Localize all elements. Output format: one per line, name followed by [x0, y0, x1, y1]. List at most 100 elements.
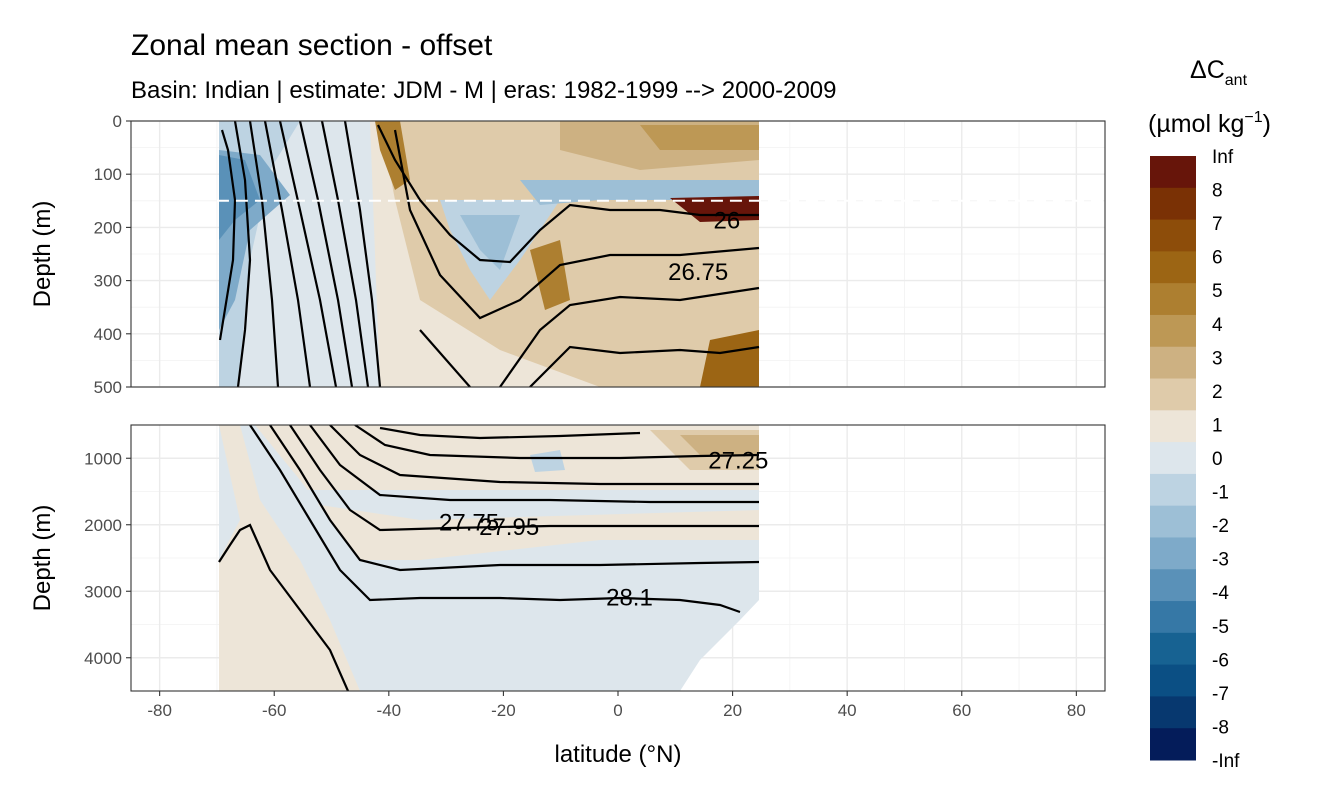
contour-label: 27.95: [479, 514, 539, 541]
upper-y-axis-title: Depth (m): [29, 201, 56, 308]
isopycnal-line: [419, 286, 760, 387]
y-tick-label: 0: [113, 112, 122, 131]
y-tick-label: 1000: [84, 449, 122, 468]
x-tick-label: -60: [262, 701, 287, 720]
contour-label: 27.75: [439, 509, 499, 536]
isopycnal-line: [393, 129, 760, 320]
lower-y-axis-title: Depth (m): [29, 505, 56, 612]
isopycnal-line: [278, 121, 338, 387]
colorbar-swatch: [1150, 346, 1196, 380]
legend-unit-pre: (µmol kg: [1148, 110, 1244, 138]
isopycnal-line: [320, 121, 370, 387]
colorbar-swatch: [1150, 473, 1196, 507]
colorbar-swatch: [1150, 664, 1196, 697]
isopycnal-line: [218, 523, 350, 691]
colorbar-label: -5: [1212, 617, 1229, 638]
colorbar-label: -6: [1212, 650, 1229, 671]
y-tick-label: 200: [94, 218, 122, 237]
colorbar-label: -1: [1212, 483, 1229, 504]
colorbar-legend: ΔCant (µmol kg−1) Inf 8 7 6 5 4 3 2 1 0 -1 -2 -3 -4 -5…: [1148, 56, 1271, 772]
colorbar-label: 4: [1212, 315, 1223, 336]
upper-panel-contours: [218, 121, 760, 387]
y-tick-label: 3000: [84, 582, 122, 601]
colorbar-swatch: [1150, 569, 1196, 602]
field-brown-ne-deep: [700, 330, 759, 387]
upper-panel-field: [219, 121, 759, 387]
upper-panel-border: [130, 120, 1106, 388]
y-tick-label: 500: [94, 378, 122, 397]
colorbar-label: 8: [1212, 181, 1223, 202]
colorbar-swatch: [1150, 537, 1196, 570]
isopycnal-line: [529, 345, 760, 387]
colorbar-label: -8: [1212, 717, 1229, 738]
isopycnal-line: [263, 121, 312, 387]
upper-y-axis: 0 100 200 300 400 500: [94, 112, 131, 397]
isopycnal-line: [377, 124, 759, 264]
legend-title: ΔCant: [1190, 56, 1248, 89]
lower-panel-contours: [218, 425, 760, 691]
colorbar-swatch: [1150, 219, 1196, 252]
field-tan-ne-core: [680, 435, 759, 455]
legend-unit: (µmol kg−1): [1148, 109, 1271, 138]
colorbar-swatch: [1150, 728, 1196, 761]
lower-y-axis: 1000 2000 3000 4000: [84, 449, 131, 668]
legend-title-main: ΔC: [1190, 56, 1225, 84]
contour-label: 26.75: [668, 259, 728, 286]
colorbar-swatch: [1150, 251, 1196, 284]
upper-panel: 26 26.75 0 100 200 300 400 500 Depth (m): [29, 112, 1106, 397]
field-blue-blob: [530, 450, 565, 472]
legend-unit-sup: −1: [1244, 109, 1262, 126]
x-tick-label: -80: [147, 701, 172, 720]
colorbar-swatch: [1150, 283, 1196, 316]
isopycnal-line: [248, 121, 280, 387]
y-tick-label: 4000: [84, 649, 122, 668]
y-tick-label: 400: [94, 325, 122, 344]
colorbar-swatch: [1150, 632, 1196, 666]
isopycnal-line: [329, 425, 759, 486]
isopycnal-line: [343, 121, 382, 387]
colorbar-swatch: [1150, 187, 1196, 221]
colorbar-label: 6: [1212, 248, 1223, 269]
x-axis-title: latitude (°N): [555, 741, 682, 768]
contour-label: 28.1: [606, 585, 653, 612]
isopycnal-line: [379, 426, 641, 440]
colorbar-swatch: [1150, 696, 1196, 729]
x-tick-label: 60: [952, 701, 971, 720]
colorbar-swatch: [1150, 505, 1196, 538]
colorbar-label: -Inf: [1212, 751, 1240, 772]
colorbar-swatch: [1150, 410, 1196, 443]
legend-title-sub: ant: [1225, 72, 1248, 89]
x-axis: -80 -60 -40 -20 0 20 40 60 80: [147, 691, 1086, 720]
isopycnal-line: [218, 129, 237, 341]
colorbar-label: 0: [1212, 449, 1223, 470]
x-tick-label: -40: [377, 701, 402, 720]
x-tick-label: 20: [723, 701, 742, 720]
colorbar-swatch: [1150, 156, 1196, 189]
colorbar-label: -7: [1212, 684, 1229, 705]
colorbar-label: 7: [1212, 214, 1223, 235]
chart-title: Zonal mean section - offset: [131, 29, 493, 62]
colorbar-label: 2: [1212, 382, 1223, 403]
y-tick-label: 100: [94, 165, 122, 184]
isopycnal-line: [309, 425, 759, 504]
x-tick-label: -20: [491, 701, 516, 720]
field-beige-wedge: [219, 425, 360, 691]
colorbar-swatch: [1150, 601, 1196, 634]
colorbar-label: -3: [1212, 550, 1229, 571]
legend-unit-post: ): [1263, 110, 1271, 138]
x-tick-label: 0: [613, 701, 622, 720]
field-blue-deep-south: [219, 155, 260, 240]
x-tick-label: 40: [838, 701, 857, 720]
colorbar-label: Inf: [1212, 147, 1234, 168]
colorbar-label: 1: [1212, 415, 1223, 436]
contour-label: 26: [714, 207, 741, 234]
colorbar-label: -4: [1212, 583, 1229, 604]
isopycnal-line: [269, 425, 760, 572]
colorbar-label: 3: [1212, 348, 1223, 369]
x-tick-label: 80: [1067, 701, 1086, 720]
colorbar-label: -2: [1212, 516, 1229, 537]
isopycnal-line: [249, 425, 741, 614]
colorbar-swatch: [1150, 442, 1196, 475]
field-brown-ne: [640, 125, 759, 150]
